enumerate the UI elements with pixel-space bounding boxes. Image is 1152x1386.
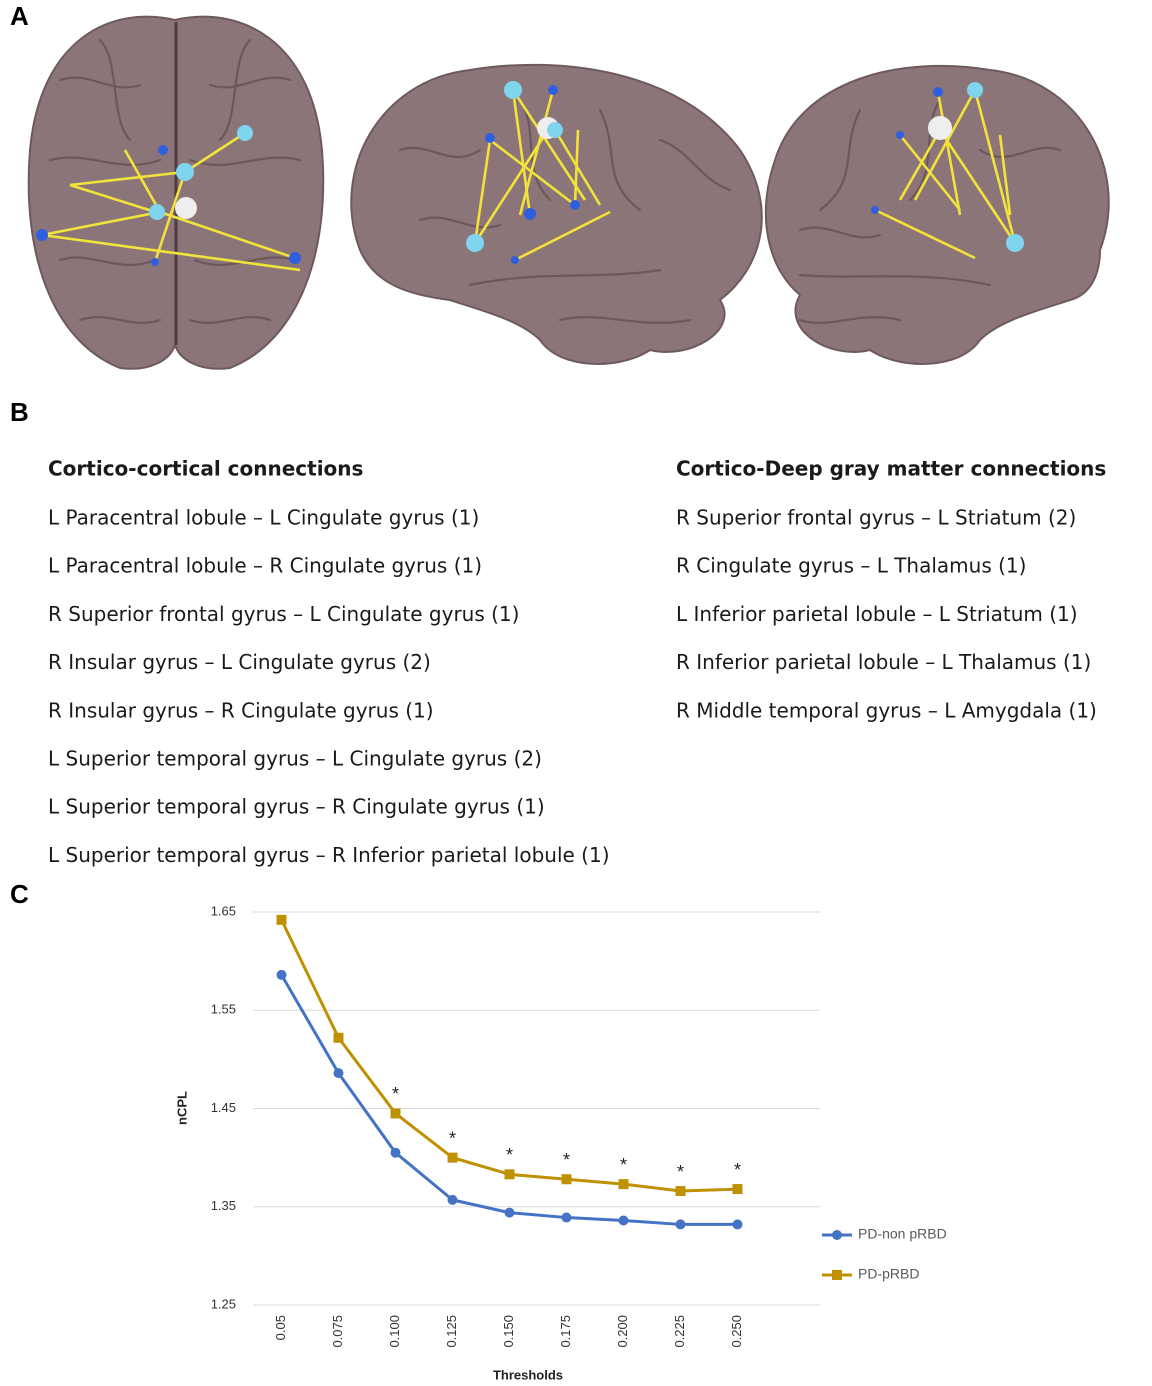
panel-label: A [10,1,29,31]
data-point [619,1179,629,1189]
connection-heading: Cortico-Deep gray matter connections [676,457,1106,481]
x-tick-label: 0.150 [501,1315,516,1348]
brain-right-lateral [766,66,1109,364]
significance-marker: * [677,1162,684,1182]
significance-marker: * [392,1084,399,1104]
y-tick-label: 1.55 [211,1002,236,1017]
panel-label: C [10,879,29,909]
significance-marker: * [449,1128,456,1148]
connections: Cortico-cortical connections L Paracentra… [48,457,1106,867]
x-tick-label: 0.250 [729,1315,744,1348]
connection-item: L Paracentral lobule – R Cingulate gyrus… [48,554,482,578]
connection-item: L Paracentral lobule – L Cingulate gyrus… [48,506,479,530]
connection-item: R Insular gyrus – L Cingulate gyrus (2) [48,650,431,674]
y-tick-label: 1.65 [211,903,236,918]
significance-marker: * [563,1150,570,1170]
data-point [448,1153,458,1163]
brain-left-lateral [351,65,762,364]
data-point [619,1216,629,1226]
connection-item: R Inferior parietal lobule – L Thalamus … [676,650,1091,674]
data-point [562,1213,572,1223]
brain-top-view [29,17,324,369]
y-tick-label: 1.25 [211,1296,236,1311]
panel-label: B [10,397,29,427]
y-axis-title: nCPL [174,1091,189,1125]
significance-marker: * [506,1145,513,1165]
data-point [277,970,287,980]
x-tick-label: 0.225 [672,1315,687,1348]
significance-marker: * [620,1155,627,1175]
legend-marker [832,1270,842,1280]
x-tick-label: 0.075 [330,1315,345,1348]
x-tick-label: 0.125 [444,1315,459,1348]
connection-item: R Superior frontal gyrus – L Striatum (2… [676,506,1076,530]
legend-label: PD-pRBD [858,1266,919,1282]
connection-item: R Superior frontal gyrus – L Cingulate g… [48,602,519,626]
line-chart: nCPL Thresholds 1.25 1.35 1.45 1.55 1.65 0.05… [174,903,946,1382]
data-point [733,1184,743,1194]
data-point [448,1195,458,1205]
data-point [505,1208,515,1218]
data-point [676,1219,686,1229]
y-tick-label: 1.45 [211,1100,236,1115]
connection-item: R Cingulate gyrus – L Thalamus (1) [676,554,1026,578]
series-line [282,975,738,1225]
data-point [733,1219,743,1229]
legend-label: PD-non pRBD [858,1226,947,1242]
connection-item: L Superior temporal gyrus – L Cingulate … [48,747,542,771]
x-axis-title: Thresholds [493,1367,563,1382]
data-point [391,1108,401,1118]
connection-item: L Inferior parietal lobule – L Striatum … [676,602,1078,626]
data-point [391,1148,401,1158]
figure: A B C [0,0,1152,1386]
data-point [277,915,287,925]
x-tick-label: 0.05 [273,1315,288,1340]
x-tick-label: 0.175 [558,1315,573,1348]
connection-item: L Superior temporal gyrus – R Inferior p… [48,843,610,867]
connection-item: L Superior temporal gyrus – R Cingulate … [48,795,545,819]
data-point [562,1174,572,1184]
data-point [505,1169,515,1179]
significance-marker: * [734,1160,741,1180]
x-tick-label: 0.100 [387,1315,402,1348]
page: A B C [0,0,1152,1386]
x-tick-label: 0.200 [615,1315,630,1348]
connection-item: R Insular gyrus – R Cingulate gyrus (1) [48,698,434,722]
data-point [334,1033,344,1043]
y-tick-label: 1.35 [211,1198,236,1213]
legend-marker [832,1230,842,1240]
connection-heading: Cortico-cortical connections [48,457,363,481]
data-point [334,1068,344,1078]
data-point [676,1186,686,1196]
connection-item: R Middle temporal gyrus – L Amygdala (1) [676,698,1097,722]
